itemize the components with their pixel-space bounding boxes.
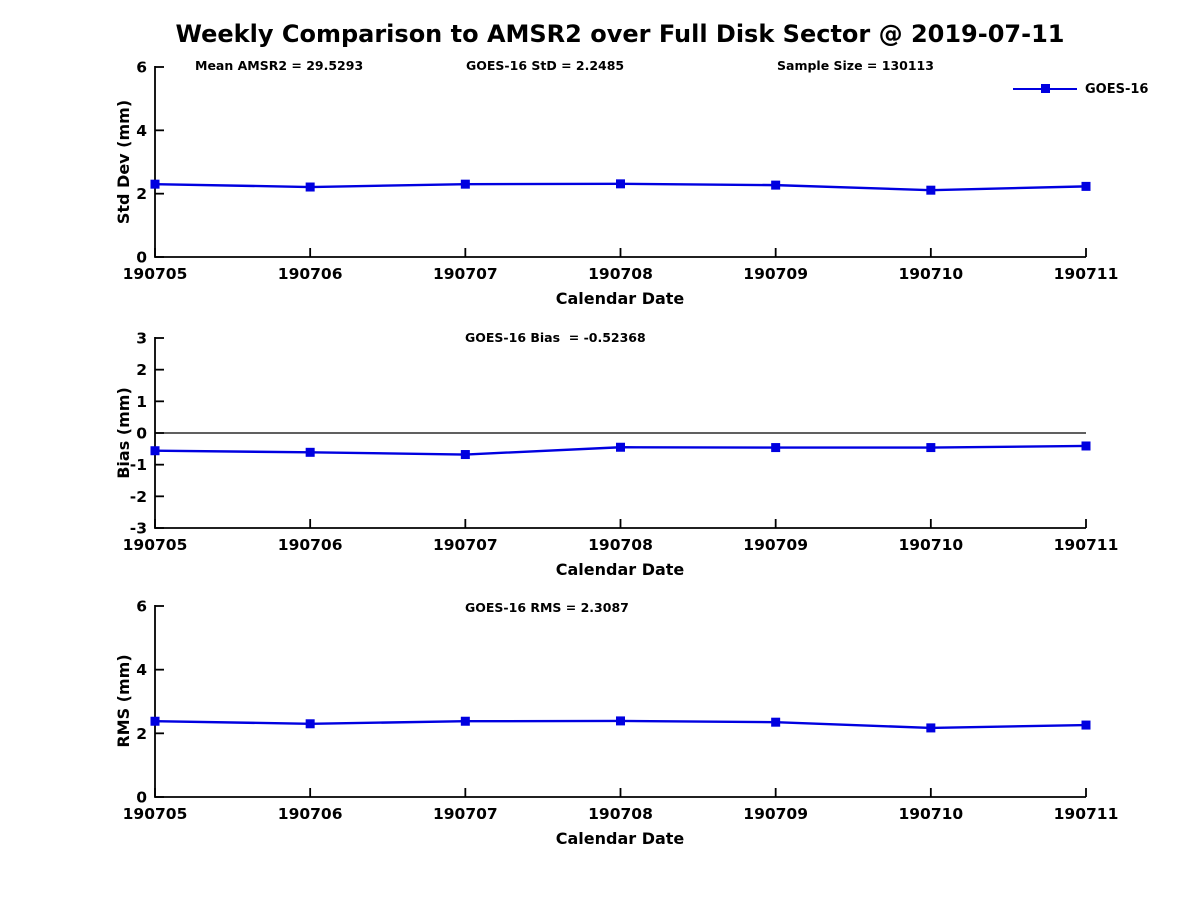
y-axis-label-stddev: Std Dev (mm) xyxy=(114,99,133,225)
data-point-marker xyxy=(771,443,781,453)
data-point-marker xyxy=(305,447,315,457)
annotation-sample-size: Sample Size = 130113 xyxy=(777,58,934,73)
annotation-goes16-std: GOES-16 StD = 2.2485 xyxy=(466,58,625,73)
data-point-marker xyxy=(926,185,936,195)
y-tick-label: 6 xyxy=(136,598,147,616)
y-tick-label: 4 xyxy=(136,122,147,140)
y-tick-label: 2 xyxy=(136,185,147,203)
y-tick-label: 0 xyxy=(136,789,147,807)
x-tick-label: 190706 xyxy=(278,536,343,554)
annotation-goes16-rms: GOES-16 RMS = 2.3087 xyxy=(465,600,629,615)
y-tick-label: 2 xyxy=(136,725,147,743)
y-tick-label: -3 xyxy=(130,520,147,538)
x-tick-label: 190709 xyxy=(743,805,808,823)
data-point-marker xyxy=(771,180,781,190)
x-tick-label: 190711 xyxy=(1054,536,1119,554)
data-point-marker xyxy=(305,719,315,729)
figure-title: Weekly Comparison to AMSR2 over Full Dis… xyxy=(175,20,1065,48)
y-tick-label: 6 xyxy=(136,59,147,77)
y-tick-label: 3 xyxy=(136,330,147,348)
legend-square-marker-icon xyxy=(1041,84,1050,94)
y-tick-label: 4 xyxy=(136,661,147,679)
x-axis-label-bottom: Calendar Date xyxy=(555,829,685,848)
y-axis-label-rms: RMS (mm) xyxy=(114,654,133,748)
x-tick-label: 190705 xyxy=(123,265,188,283)
x-tick-label: 190705 xyxy=(123,805,188,823)
x-tick-label: 190706 xyxy=(278,805,343,823)
data-point-marker xyxy=(150,179,160,189)
y-tick-label: -1 xyxy=(130,456,147,474)
x-tick-label: 190710 xyxy=(898,805,963,823)
data-point-marker xyxy=(1081,181,1091,191)
x-tick-label: 190709 xyxy=(743,265,808,283)
x-tick-label: 190710 xyxy=(898,536,963,554)
x-tick-label: 190705 xyxy=(123,536,188,554)
y-axis-label-bias: Bias (mm) xyxy=(114,387,133,479)
y-tick-label: -2 xyxy=(130,488,147,506)
y-tick-label: 0 xyxy=(136,425,147,443)
x-axis-label-middle: Calendar Date xyxy=(555,560,685,579)
legend-line-sample xyxy=(1013,84,1077,94)
y-tick-label: 0 xyxy=(136,249,147,267)
data-point-marker xyxy=(616,716,625,726)
annotation-goes16-bias: GOES-16 Bias = -0.52368 xyxy=(465,330,646,345)
annotation-mean-amsr2: Mean AMSR2 = 29.5293 xyxy=(195,58,364,73)
x-tick-label: 190711 xyxy=(1054,265,1119,283)
data-point-marker xyxy=(460,450,470,460)
x-tick-label: 190707 xyxy=(433,805,498,823)
legend-label: GOES-16 xyxy=(1085,81,1149,97)
x-tick-label: 190707 xyxy=(433,265,498,283)
x-tick-label: 190711 xyxy=(1054,805,1119,823)
data-point-marker xyxy=(1081,441,1091,451)
data-point-marker xyxy=(926,443,936,453)
data-point-marker xyxy=(616,442,625,452)
data-point-marker xyxy=(460,179,470,189)
data-point-marker xyxy=(616,179,625,189)
x-tick-label: 190708 xyxy=(588,536,653,554)
x-tick-label: 190706 xyxy=(278,265,343,283)
x-tick-label: 190708 xyxy=(588,805,653,823)
x-tick-label: 190707 xyxy=(433,536,498,554)
x-axis-label-top: Calendar Date xyxy=(555,289,685,308)
x-tick-label: 190710 xyxy=(898,265,963,283)
data-point-marker xyxy=(926,723,936,733)
x-tick-label: 190709 xyxy=(743,536,808,554)
legend: GOES-16 xyxy=(1013,81,1148,97)
data-point-marker xyxy=(460,716,470,726)
data-point-marker xyxy=(150,446,160,456)
data-point-marker xyxy=(150,716,160,726)
y-tick-label: 2 xyxy=(136,361,147,379)
data-point-marker xyxy=(771,717,781,727)
x-tick-label: 190708 xyxy=(588,265,653,283)
data-point-marker xyxy=(1081,720,1091,730)
data-point-marker xyxy=(305,182,315,192)
y-tick-label: 1 xyxy=(136,393,147,411)
